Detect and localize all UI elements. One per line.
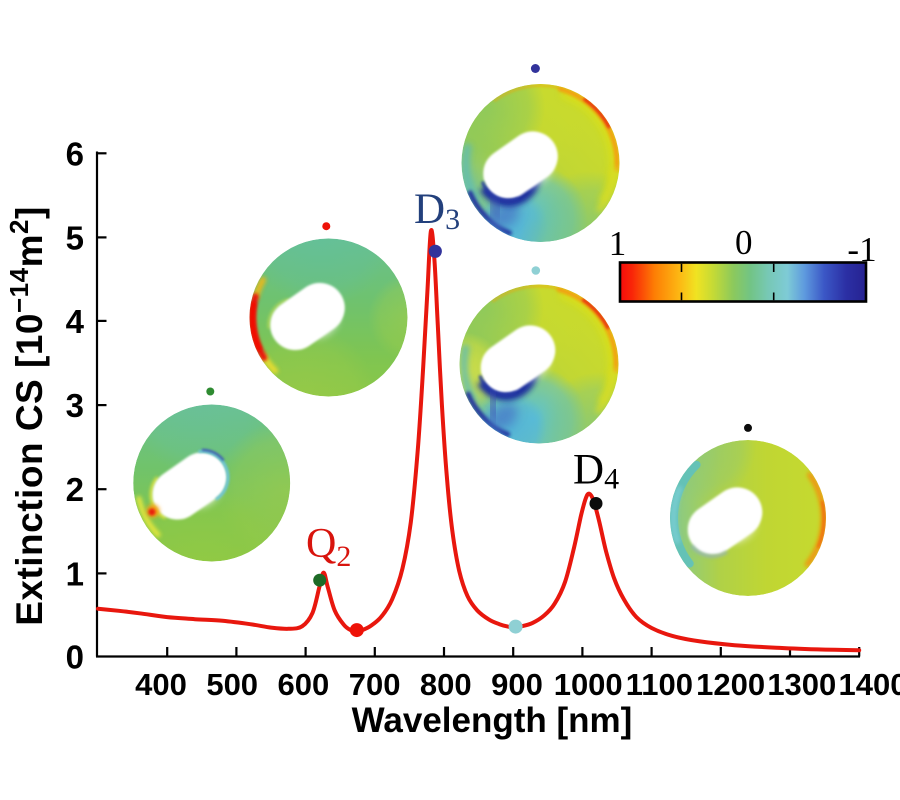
svg-text:500: 500 [206,667,258,702]
svg-text:1200: 1200 [696,667,765,702]
svg-text:-1: -1 [847,230,876,269]
svg-text:1400: 1400 [839,667,900,702]
svg-text:1300: 1300 [767,667,836,702]
svg-text:1000: 1000 [554,667,623,702]
svg-text:0: 0 [735,223,753,262]
svg-text:6: 6 [66,135,84,172]
svg-text:0: 0 [66,639,84,676]
svg-text:2: 2 [66,471,84,508]
svg-text:800: 800 [420,667,472,702]
svg-text:5: 5 [66,219,84,256]
svg-text:400: 400 [135,667,187,702]
svg-text:1: 1 [66,555,84,592]
svg-text:Wavelength [nm]: Wavelength [nm] [352,701,633,740]
svg-text:1100: 1100 [626,667,693,702]
svg-text:600: 600 [278,667,330,702]
svg-text:3: 3 [66,387,84,424]
svg-text:Q2: Q2 [306,521,351,573]
svg-text:1: 1 [609,224,627,263]
svg-text:700: 700 [349,667,401,702]
svg-text:900: 900 [491,667,543,702]
svg-text:4: 4 [66,303,85,340]
